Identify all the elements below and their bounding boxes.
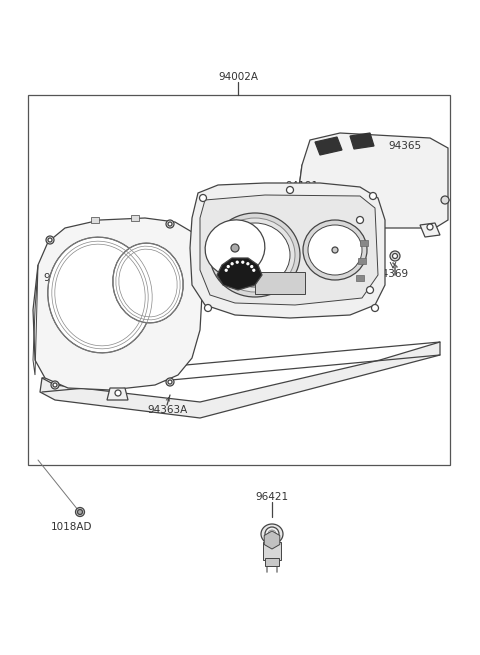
Bar bbox=[358, 258, 366, 264]
Circle shape bbox=[77, 510, 83, 514]
Circle shape bbox=[393, 253, 397, 259]
Circle shape bbox=[75, 508, 84, 517]
Polygon shape bbox=[190, 183, 385, 318]
Bar bbox=[360, 240, 368, 246]
Text: 94360B: 94360B bbox=[163, 237, 203, 247]
Circle shape bbox=[265, 527, 279, 541]
Polygon shape bbox=[298, 133, 448, 228]
Bar bbox=[255, 272, 305, 294]
Ellipse shape bbox=[215, 218, 295, 292]
Ellipse shape bbox=[48, 237, 152, 353]
Circle shape bbox=[287, 187, 293, 193]
Circle shape bbox=[247, 263, 249, 265]
Polygon shape bbox=[200, 195, 378, 305]
Circle shape bbox=[115, 390, 121, 396]
Circle shape bbox=[51, 381, 59, 389]
Circle shape bbox=[200, 195, 206, 202]
Ellipse shape bbox=[220, 223, 290, 287]
Ellipse shape bbox=[308, 225, 362, 275]
Circle shape bbox=[332, 247, 338, 253]
Circle shape bbox=[166, 220, 174, 228]
Circle shape bbox=[231, 244, 239, 252]
Circle shape bbox=[441, 196, 449, 204]
Circle shape bbox=[236, 261, 238, 263]
Text: 94363A: 94363A bbox=[147, 405, 187, 415]
Ellipse shape bbox=[205, 220, 265, 276]
Circle shape bbox=[357, 217, 363, 223]
Circle shape bbox=[48, 238, 52, 242]
Circle shape bbox=[168, 222, 172, 226]
Ellipse shape bbox=[210, 213, 300, 297]
Polygon shape bbox=[217, 258, 262, 290]
Text: 94365: 94365 bbox=[388, 141, 421, 151]
Circle shape bbox=[242, 261, 244, 263]
Polygon shape bbox=[107, 388, 128, 400]
Bar bbox=[356, 275, 364, 281]
Text: 80: 80 bbox=[245, 233, 251, 238]
Circle shape bbox=[370, 193, 376, 200]
Polygon shape bbox=[350, 133, 374, 149]
Circle shape bbox=[367, 286, 373, 293]
Circle shape bbox=[46, 236, 54, 244]
Bar bbox=[131, 215, 139, 221]
Circle shape bbox=[427, 224, 433, 230]
Polygon shape bbox=[40, 342, 440, 418]
Circle shape bbox=[372, 305, 379, 312]
Bar bbox=[265, 558, 279, 566]
Circle shape bbox=[253, 269, 255, 271]
Circle shape bbox=[204, 305, 212, 312]
Ellipse shape bbox=[261, 524, 283, 544]
Circle shape bbox=[227, 265, 229, 268]
Text: 94369: 94369 bbox=[375, 269, 408, 279]
Circle shape bbox=[268, 530, 276, 538]
Text: 94002A: 94002A bbox=[218, 72, 258, 82]
Ellipse shape bbox=[113, 243, 183, 323]
Polygon shape bbox=[264, 531, 280, 549]
Text: 60: 60 bbox=[219, 234, 225, 240]
Ellipse shape bbox=[303, 220, 367, 280]
Circle shape bbox=[168, 380, 172, 384]
Text: 94191: 94191 bbox=[286, 181, 319, 191]
Circle shape bbox=[225, 269, 227, 271]
Circle shape bbox=[166, 378, 174, 386]
Bar bbox=[91, 217, 99, 223]
Polygon shape bbox=[33, 218, 202, 390]
Circle shape bbox=[251, 265, 253, 268]
Bar bbox=[28, 95, 450, 465]
Circle shape bbox=[390, 251, 400, 261]
Text: 96421: 96421 bbox=[255, 492, 288, 502]
Bar bbox=[263, 542, 281, 560]
Polygon shape bbox=[420, 223, 440, 237]
Text: 1018AD: 1018AD bbox=[51, 522, 93, 532]
Polygon shape bbox=[315, 137, 342, 155]
Circle shape bbox=[53, 383, 57, 387]
Circle shape bbox=[231, 263, 233, 265]
Text: 94370: 94370 bbox=[44, 273, 76, 283]
